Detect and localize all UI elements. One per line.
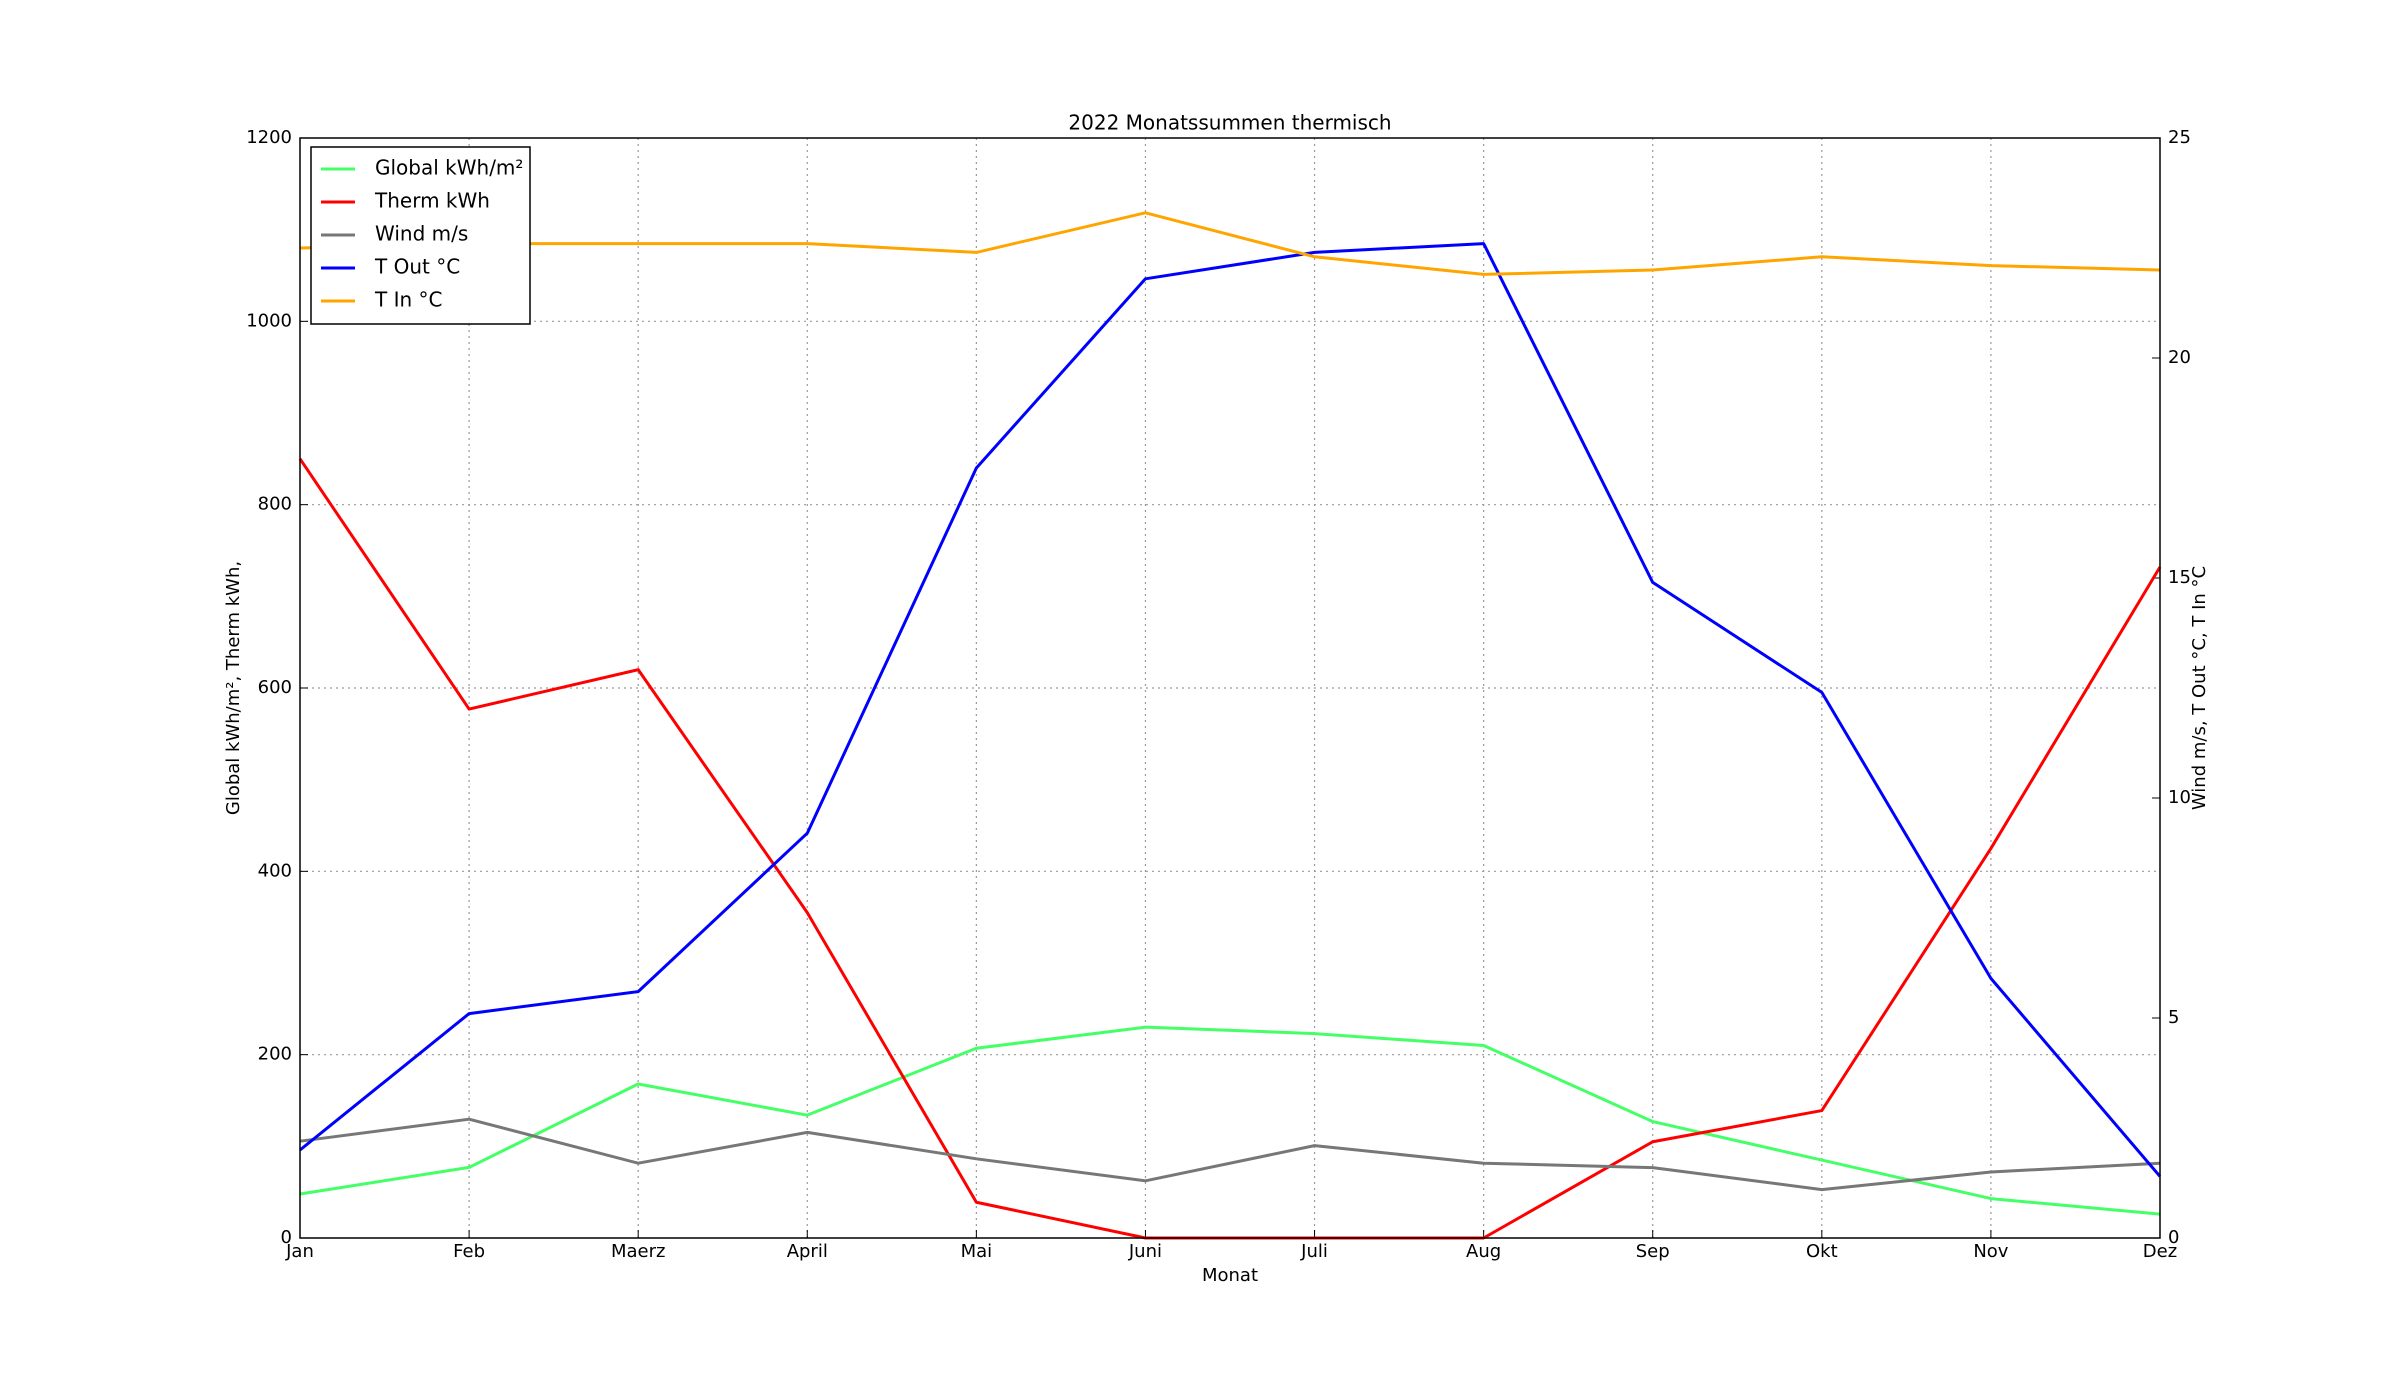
legend-box (310, 146, 531, 325)
y2-axis-label: Wind m/s, T Out °C, T In °C (2189, 566, 2210, 810)
series-line (299, 242, 2162, 1178)
legend-label: T Out °C (374, 255, 460, 279)
x-axis-label: Monat (1202, 1265, 1258, 1286)
y2-tick-label: 10 (2168, 787, 2191, 808)
legend-label: T In °C (374, 288, 442, 312)
plot-frame (299, 137, 2161, 1239)
chart-title: 2022 Monatssummen thermisch (1068, 111, 1391, 135)
x-tick-label: Feb (453, 1241, 485, 1262)
y-tick-label: 400 (258, 860, 292, 881)
legend-label: Global kWh/m² (375, 156, 523, 180)
series-line (299, 1025, 2161, 1216)
y2-tick-label: 15 (2168, 567, 2191, 588)
legend-label: Therm kWh (374, 189, 490, 213)
y2-tick-label: 5 (2168, 1007, 2179, 1028)
series-line (299, 1117, 2161, 1192)
x-tick-label: Dez (2143, 1241, 2177, 1262)
y-tick-label: 200 (258, 1044, 292, 1065)
y2-tick-label: 25 (2168, 127, 2191, 148)
y-tick-label: 800 (258, 494, 292, 515)
x-tick-label: Okt (1806, 1241, 1838, 1262)
legend-label: Wind m/s (375, 222, 468, 246)
x-tick-label: April (787, 1241, 828, 1262)
y-tick-label: 0 (281, 1227, 292, 1248)
x-tick-label: Juli (1300, 1241, 1328, 1262)
series-line (299, 211, 2161, 276)
x-tick-label: Nov (1973, 1241, 2008, 1262)
y-tick-label: 1000 (246, 310, 292, 331)
x-tick-label: Juni (1128, 1241, 1162, 1262)
y-axis-label: Global kWh/m², Therm kWh, (223, 561, 244, 815)
y2-tick-label: 20 (2168, 347, 2191, 368)
x-tick-label: Mai (961, 1241, 993, 1262)
x-tick-label: Maerz (611, 1241, 665, 1262)
x-tick-label: Aug (1466, 1241, 1501, 1262)
x-tick-label: Sep (1636, 1241, 1670, 1262)
y2-tick-label: 0 (2168, 1227, 2179, 1248)
x-tick-label: Jan (285, 1241, 314, 1262)
y-tick-label: 600 (258, 677, 292, 698)
y-tick-label: 1200 (246, 127, 292, 148)
